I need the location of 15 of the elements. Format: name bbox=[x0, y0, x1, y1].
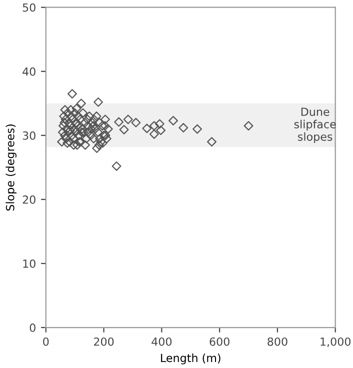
x-tick-label: 0 bbox=[43, 337, 49, 346]
y-tick-label: 40 bbox=[22, 67, 36, 76]
y-tick-label: 20 bbox=[22, 195, 36, 204]
y-axis-title: Slope (degrees) bbox=[6, 124, 16, 211]
x-tick-label: 800 bbox=[268, 337, 288, 346]
x-tick-label: 600 bbox=[210, 337, 230, 346]
band-label: Dune slipface slopes bbox=[294, 108, 336, 143]
y-tick-label: 10 bbox=[23, 259, 36, 268]
x-axis-title: Length (m) bbox=[161, 354, 220, 364]
y-tick-label: 50 bbox=[22, 3, 36, 12]
y-tick-label: 0 bbox=[30, 323, 36, 332]
y-tick-label: 30 bbox=[22, 131, 36, 140]
x-tick-label: 200 bbox=[94, 337, 114, 346]
x-tick-label: 400 bbox=[152, 337, 172, 346]
x-tick-label: 1,000 bbox=[320, 337, 351, 347]
